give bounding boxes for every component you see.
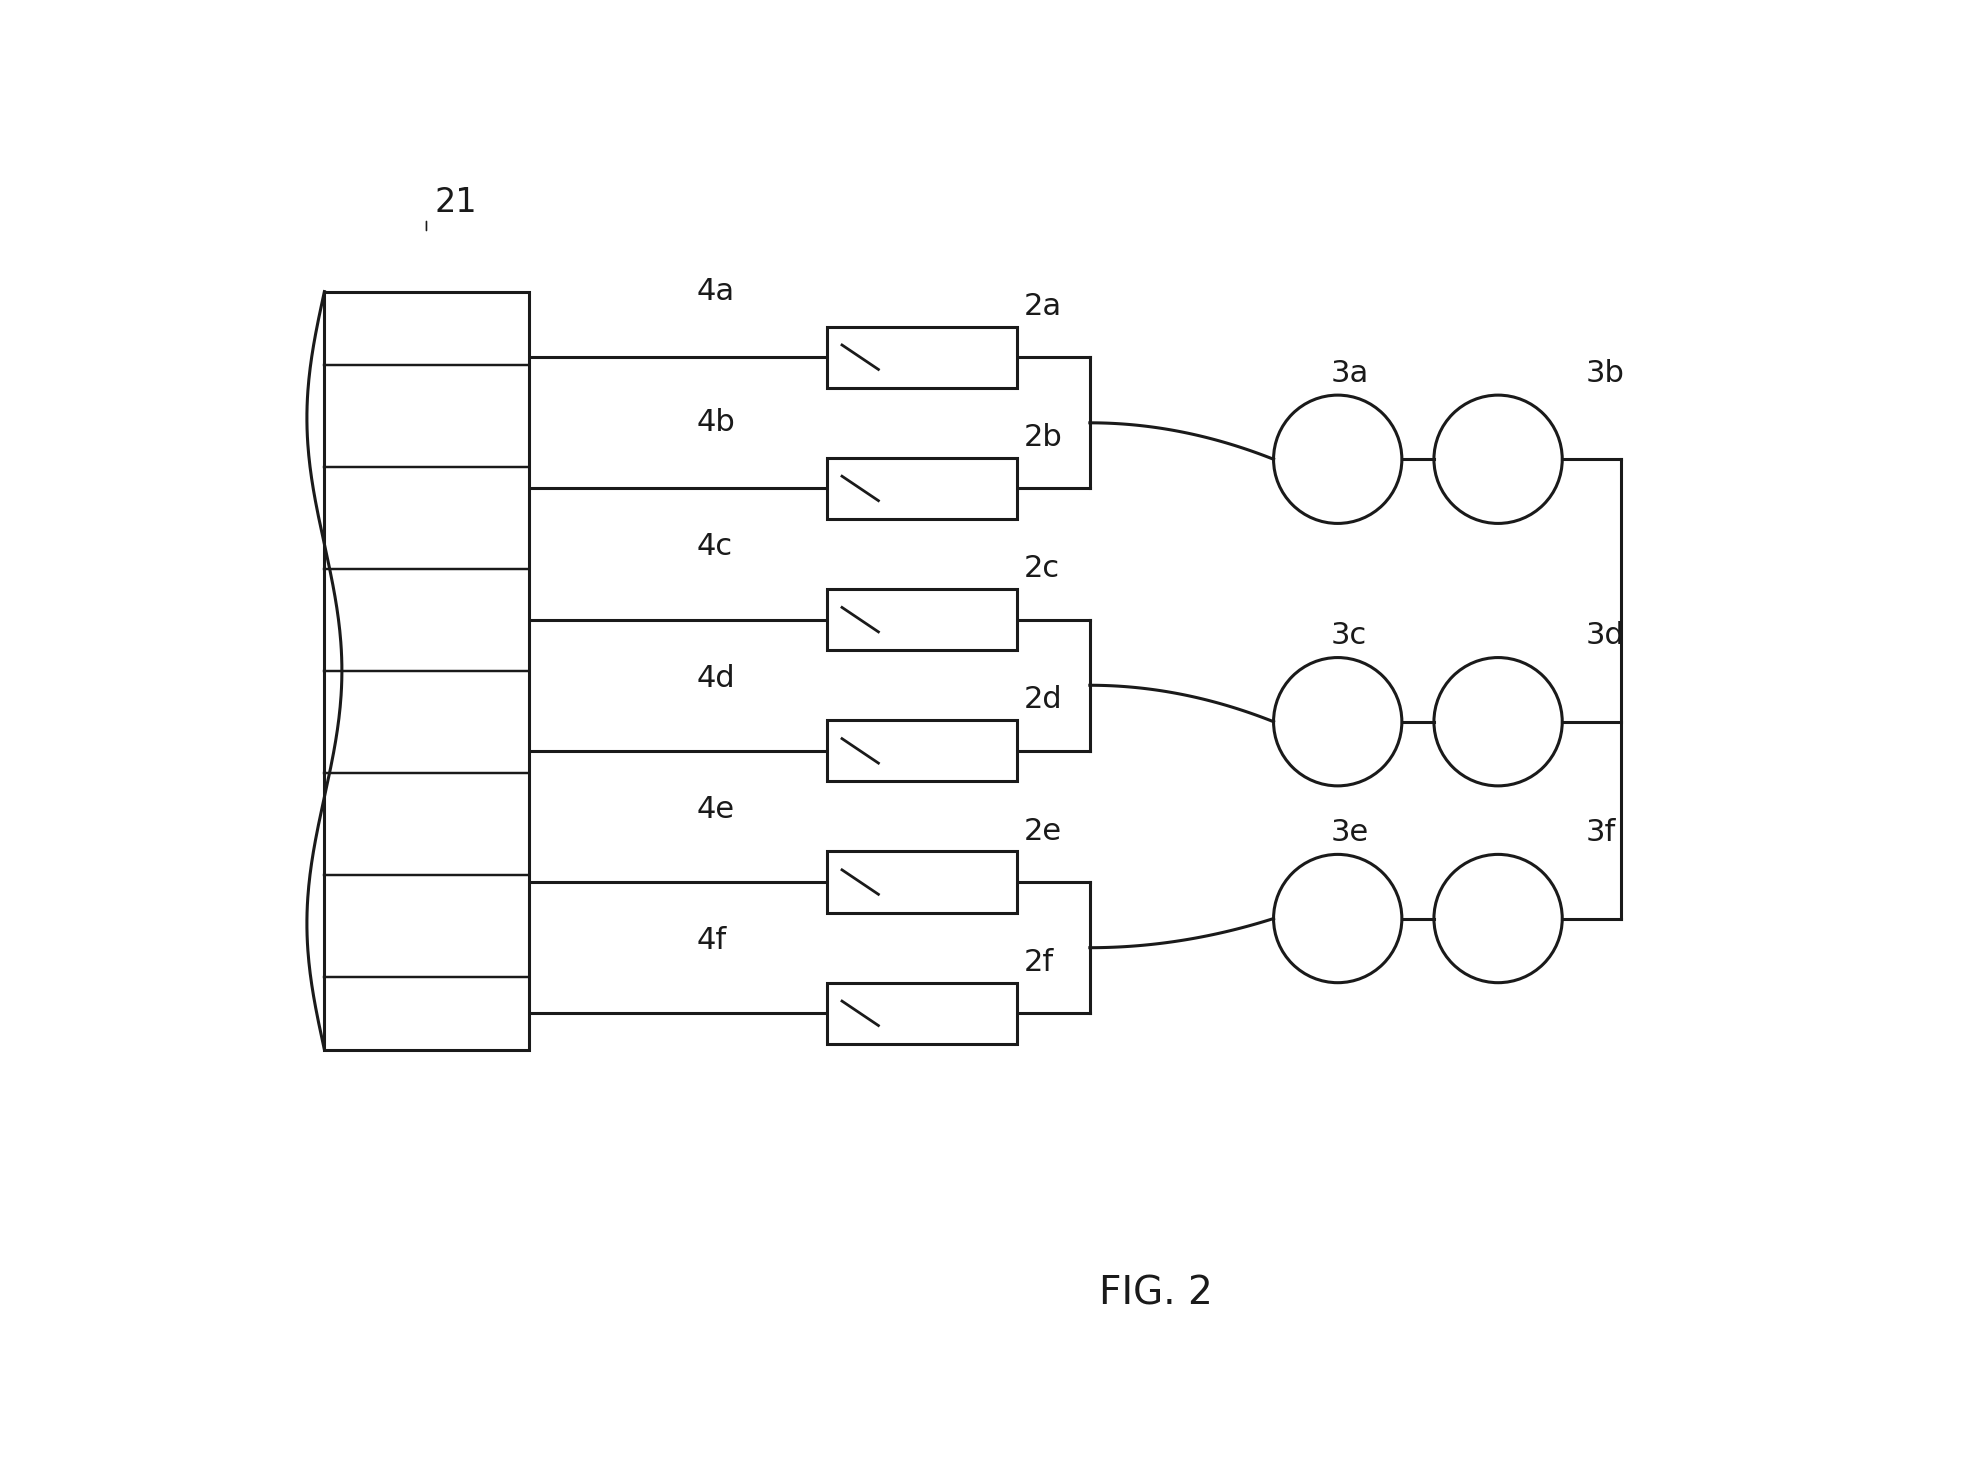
- Text: FIG. 2: FIG. 2: [1098, 1274, 1212, 1312]
- Text: 21: 21: [433, 185, 477, 219]
- Text: 3d: 3d: [1586, 621, 1624, 650]
- Bar: [828, 589, 1018, 650]
- Text: 3c: 3c: [1330, 621, 1367, 650]
- Text: 2f: 2f: [1024, 948, 1055, 977]
- Text: 4f: 4f: [696, 926, 726, 955]
- Bar: [828, 327, 1018, 388]
- Bar: [828, 851, 1018, 913]
- Text: 3b: 3b: [1586, 359, 1624, 388]
- Text: 4a: 4a: [696, 277, 733, 306]
- Text: 3e: 3e: [1330, 818, 1369, 847]
- Bar: [828, 458, 1018, 519]
- Bar: [828, 983, 1018, 1044]
- Text: 4e: 4e: [696, 795, 733, 824]
- Text: 4d: 4d: [696, 663, 735, 693]
- Text: 2e: 2e: [1024, 816, 1063, 846]
- Text: 2a: 2a: [1024, 292, 1063, 321]
- Text: 2d: 2d: [1024, 685, 1063, 714]
- Bar: [324, 292, 529, 1050]
- Text: 4b: 4b: [696, 408, 735, 437]
- Text: 2b: 2b: [1024, 423, 1063, 452]
- Text: 3a: 3a: [1330, 359, 1369, 388]
- Bar: [828, 720, 1018, 781]
- Text: 4c: 4c: [696, 532, 731, 561]
- Text: 2c: 2c: [1024, 554, 1061, 583]
- Text: 3f: 3f: [1586, 818, 1616, 847]
